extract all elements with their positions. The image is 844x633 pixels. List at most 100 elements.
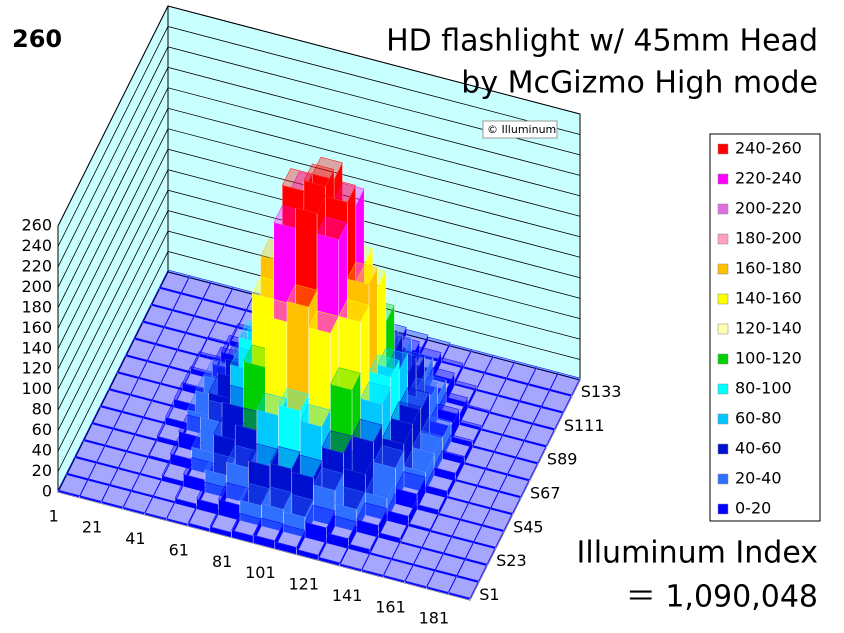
z-tick-label: 60 xyxy=(32,420,52,439)
surface-cell xyxy=(143,399,175,425)
index-value: ＝ 1,090,048 xyxy=(626,580,818,615)
x-tick-label: 161 xyxy=(375,597,406,616)
legend-swatch xyxy=(717,473,729,485)
surface-cell xyxy=(443,535,475,561)
surface-cell xyxy=(113,410,145,436)
surface-cell xyxy=(532,405,564,432)
cell-top xyxy=(377,347,408,371)
surface-cell xyxy=(490,490,522,516)
cell-top xyxy=(338,299,370,323)
z-tick-label: 20 xyxy=(32,461,52,480)
cell-top xyxy=(432,357,464,381)
x-tick-label: 121 xyxy=(289,575,320,594)
legend-swatch xyxy=(717,383,729,395)
cell-top xyxy=(296,532,328,556)
cell-top xyxy=(416,487,448,511)
z-tick-label: 80 xyxy=(32,400,52,419)
cell-top xyxy=(419,336,451,360)
surface-cell xyxy=(445,380,477,409)
z-tick-label: 0 xyxy=(42,482,52,501)
cell-top xyxy=(403,449,435,473)
surface-cell xyxy=(493,434,525,460)
cell-top xyxy=(304,505,336,529)
x-tick-label: 101 xyxy=(245,563,276,582)
legend-label: 40-60 xyxy=(735,439,782,458)
z-tick-label: 140 xyxy=(21,338,52,357)
surface-cell xyxy=(317,539,349,567)
legend-label: 220-240 xyxy=(735,169,802,188)
cell-top xyxy=(207,320,239,344)
cell-top xyxy=(209,509,241,533)
y-tick-label: S89 xyxy=(547,450,578,469)
grid-line xyxy=(57,66,581,288)
cell-top xyxy=(447,575,479,599)
y-tick-label: S67 xyxy=(530,484,561,503)
surface-cell xyxy=(168,348,200,374)
grid-line xyxy=(57,46,581,268)
surface-cell xyxy=(166,501,197,527)
grid-line xyxy=(57,107,581,329)
cell-top xyxy=(407,377,439,401)
cell-top xyxy=(410,346,442,370)
z-tick-label: 40 xyxy=(32,441,52,460)
legend-swatch xyxy=(717,503,729,515)
surface-cell xyxy=(507,456,539,482)
cell-top xyxy=(278,388,310,412)
legend-box xyxy=(709,133,821,522)
cell-top xyxy=(364,475,396,499)
grid-line xyxy=(57,148,581,370)
surface-cell xyxy=(462,349,494,375)
cell-top xyxy=(312,156,343,180)
watermark-box xyxy=(482,120,558,139)
legend-swatch xyxy=(717,323,729,335)
cell-top xyxy=(261,486,293,510)
cell-top xyxy=(343,451,375,475)
cell-top xyxy=(269,446,301,470)
surface-cell xyxy=(498,473,530,499)
grid-line xyxy=(57,271,581,493)
surface-cell xyxy=(549,372,581,398)
x-tick-label: 181 xyxy=(419,609,450,628)
cell-top xyxy=(425,468,457,492)
surface-cell xyxy=(334,486,366,533)
cell-top xyxy=(325,179,357,203)
surface-cell xyxy=(180,275,212,301)
cell-top xyxy=(390,401,422,425)
cell-top xyxy=(428,403,460,427)
chart-subtitle: by McGizmo High mode xyxy=(461,66,818,101)
legend-swatch xyxy=(717,413,729,425)
surface-cell xyxy=(361,552,393,578)
surface-cell xyxy=(194,297,225,324)
cell-top xyxy=(373,445,405,469)
grid-line xyxy=(57,26,581,247)
grid-line xyxy=(57,251,581,472)
chart-title: HD flashlight w/ 45mm Head xyxy=(386,24,818,59)
index-label: Illuminum Index xyxy=(577,536,818,571)
legend-label: 100-120 xyxy=(735,349,802,368)
cell-top xyxy=(274,524,306,548)
cell-top xyxy=(433,450,465,474)
x-tick-label: 81 xyxy=(212,552,232,571)
legend-swatch xyxy=(717,143,729,155)
surface-cell xyxy=(348,526,379,555)
cell-top xyxy=(348,526,379,550)
z-tick-label: 220 xyxy=(21,256,52,275)
y-tick-label: S23 xyxy=(496,551,527,570)
z-tick-label: 200 xyxy=(21,277,52,296)
cell-top xyxy=(424,367,456,391)
legend-label: 140-160 xyxy=(735,289,802,308)
surface-cell xyxy=(326,515,358,550)
cell-top xyxy=(378,515,409,539)
surface-cell xyxy=(481,507,513,533)
z-tick-label: 160 xyxy=(21,318,52,337)
cell-top xyxy=(282,494,314,518)
legend-label: 200-220 xyxy=(735,199,802,218)
cell-top xyxy=(313,467,344,491)
x-tick-label: 61 xyxy=(169,540,189,559)
cell-top xyxy=(303,163,335,187)
surface-cell xyxy=(447,575,479,601)
cell-top xyxy=(395,471,426,495)
legend-label: 180-200 xyxy=(735,229,802,248)
watermark: © Illuminum xyxy=(487,123,556,136)
